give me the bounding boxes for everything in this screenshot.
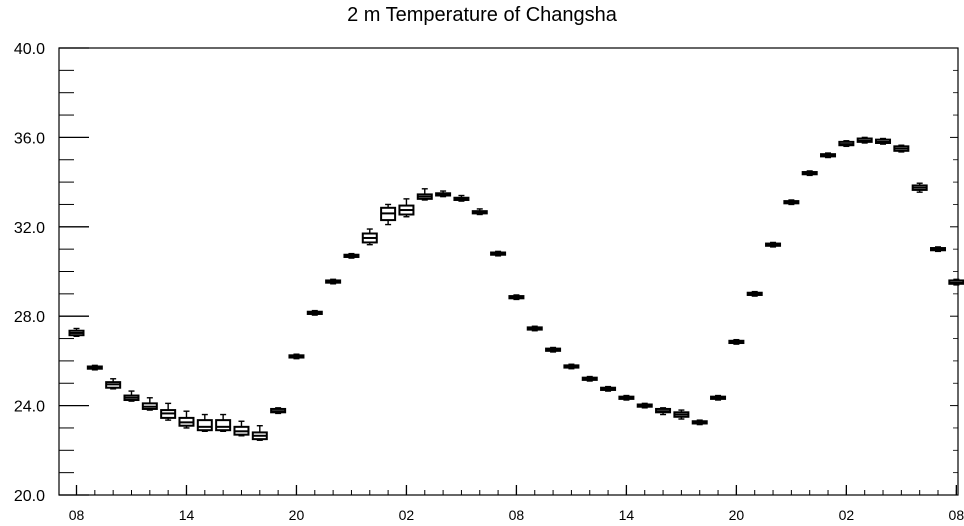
y-tick-label: 40.0 <box>14 41 45 58</box>
x-axis: 08 14 20 02 08 14 20 02 08 <box>69 485 964 523</box>
box-item <box>196 413 213 433</box>
box-item <box>563 363 580 370</box>
box-item <box>728 338 745 345</box>
chart-title: 2 m Temperature of Changsha <box>347 4 617 26</box>
box-item <box>251 425 268 441</box>
y-tick-label: 24.0 <box>14 399 45 416</box>
box-item <box>691 419 708 426</box>
y-tick-label: 28.0 <box>14 309 45 326</box>
box-item <box>343 252 360 259</box>
box-item <box>636 402 653 409</box>
box-item <box>948 278 964 286</box>
box-item <box>581 375 598 382</box>
box-item <box>856 136 873 144</box>
plot-area-frame <box>58 47 959 496</box>
y-tick-label: 20.0 <box>14 488 45 505</box>
x-tick-label: 08 <box>949 507 964 523</box>
box-item <box>123 390 140 402</box>
box-item <box>86 364 103 371</box>
box-item <box>435 190 452 198</box>
box-item <box>215 413 232 433</box>
box-item <box>270 407 287 415</box>
x-tick-label: 20 <box>729 507 745 523</box>
box-item <box>361 228 378 246</box>
box-item <box>105 378 122 390</box>
box-item <box>710 394 727 401</box>
box-item <box>820 152 837 159</box>
box-item <box>673 409 690 420</box>
box-item <box>453 194 470 202</box>
box-item <box>838 140 855 148</box>
box-item <box>508 294 525 301</box>
box-item <box>68 327 85 338</box>
x-tick-label: 08 <box>69 507 85 523</box>
y-tick-label: 36.0 <box>14 130 45 147</box>
boxplot-series <box>68 136 964 441</box>
box-item <box>875 137 892 145</box>
y-axis: 20.0 24.0 28.0 32.0 36.0 40.0 <box>14 41 958 505</box>
box-item <box>526 325 543 332</box>
box-item <box>380 203 397 226</box>
box-item <box>765 241 782 248</box>
box-item <box>471 208 488 216</box>
box-item <box>306 309 323 316</box>
box-item <box>600 385 617 392</box>
box-item <box>398 198 415 218</box>
box-item <box>783 199 800 206</box>
box-item <box>325 278 342 285</box>
box-item <box>178 410 195 429</box>
box-item <box>893 144 910 153</box>
box-item <box>545 346 562 353</box>
box-item <box>288 353 305 360</box>
box-item <box>416 188 433 201</box>
box-item <box>801 170 818 177</box>
box-iqr <box>215 419 232 432</box>
x-tick-label: 02 <box>839 507 855 523</box>
box-item <box>746 290 763 297</box>
box-item <box>930 246 947 253</box>
x-tick-label: 14 <box>179 507 195 523</box>
box-iqr <box>196 419 213 432</box>
x-tick-label: 20 <box>289 507 305 523</box>
box-item <box>490 250 507 257</box>
box-item <box>160 402 177 421</box>
x-tick-label: 14 <box>619 507 635 523</box>
x-tick-label: 02 <box>399 507 415 523</box>
box-item <box>911 182 928 193</box>
box-item <box>655 407 672 416</box>
box-item <box>141 397 158 411</box>
y-tick-label: 32.0 <box>14 220 45 237</box>
box-item <box>233 420 250 437</box>
box-item <box>618 394 635 401</box>
x-tick-label: 08 <box>509 507 525 523</box>
